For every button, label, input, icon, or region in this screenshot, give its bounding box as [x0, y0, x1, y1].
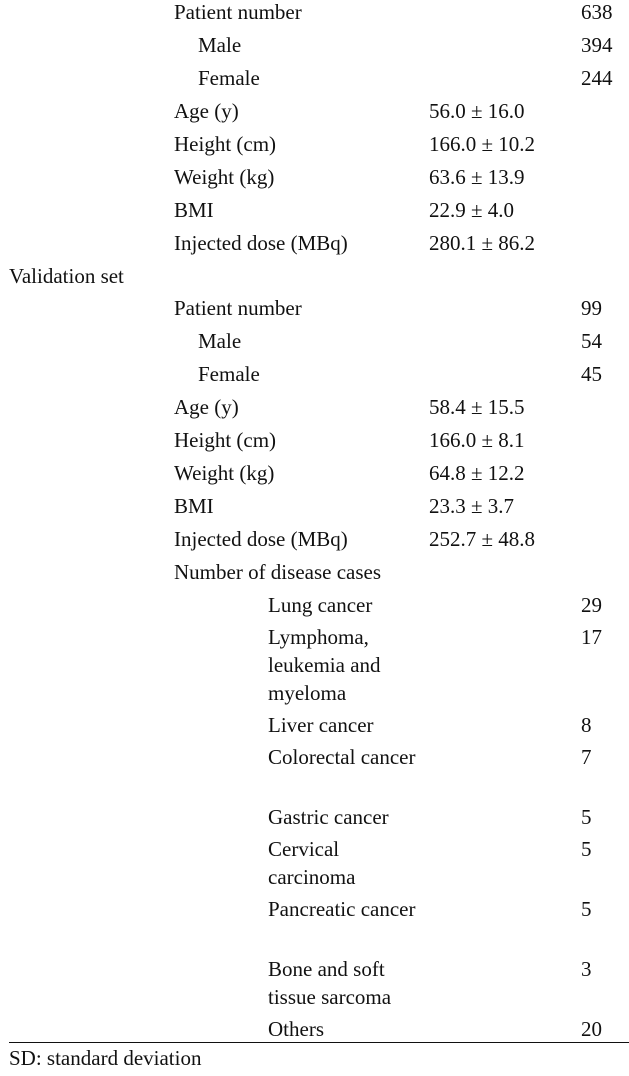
disease-section-title: Number of disease cases — [174, 560, 382, 584]
row-label: Weight (kg) — [174, 461, 275, 485]
table-bottom-rule — [9, 1042, 629, 1043]
row-label: Female — [198, 362, 260, 386]
row-label: Age (y) — [174, 99, 239, 123]
disease-count: 5 — [581, 805, 592, 829]
row-label: BMI — [174, 494, 214, 518]
disease-count: 17 — [581, 625, 602, 649]
disease-count: 3 — [581, 957, 592, 981]
mean-sd-value: 64.8 ± 12.2 — [429, 461, 525, 485]
mean-sd-value: 23.3 ± 3.7 — [429, 494, 515, 518]
count-value: 54 — [581, 329, 602, 353]
disease-count: 20 — [581, 1017, 602, 1041]
row-label: Height (cm) — [174, 428, 277, 452]
disease-name: Gastric cancer — [268, 805, 389, 829]
row-label: BMI — [174, 198, 214, 222]
row-label: Female — [198, 66, 260, 90]
mean-sd-value: 58.4 ± 15.5 — [429, 395, 525, 419]
row-label: Male — [198, 33, 242, 57]
disease-name: Lymphoma, leukemia and myeloma — [268, 625, 381, 705]
row-label: Height (cm) — [174, 132, 277, 156]
row-label: Patient number — [174, 0, 302, 24]
disease-name: Pancreatic cancer — [268, 897, 416, 921]
disease-name: Others — [268, 1017, 324, 1041]
disease-count: 5 — [581, 837, 592, 861]
disease-name: Liver cancer — [268, 713, 374, 737]
section-title: Validation set — [9, 264, 124, 288]
disease-name: Colorectal cancer — [268, 745, 416, 769]
disease-count: 29 — [581, 593, 602, 617]
mean-sd-value: 22.9 ± 4.0 — [429, 198, 515, 222]
count-value: 394 — [581, 33, 613, 57]
disease-count: 5 — [581, 897, 592, 921]
mean-sd-value: 280.1 ± 86.2 — [429, 231, 536, 255]
disease-name: Bone and soft tissue sarcoma — [268, 957, 392, 1009]
disease-count: 8 — [581, 713, 592, 737]
mean-sd-value: 56.0 ± 16.0 — [429, 99, 525, 123]
row-label: Injected dose (MBq) — [174, 231, 348, 255]
count-value: 244 — [581, 66, 613, 90]
row-label: Injected dose (MBq) — [174, 527, 348, 551]
row-label: Male — [198, 329, 242, 353]
row-label: Weight (kg) — [174, 165, 275, 189]
count-value: 99 — [581, 296, 602, 320]
disease-count: 7 — [581, 745, 592, 769]
mean-sd-value: 166.0 ± 10.2 — [429, 132, 536, 156]
table-footnote: SD: standard deviation — [9, 1046, 202, 1070]
count-value: 45 — [581, 362, 602, 386]
row-label: Age (y) — [174, 395, 239, 419]
mean-sd-value: 252.7 ± 48.8 — [429, 527, 536, 551]
count-value: 638 — [581, 0, 613, 24]
mean-sd-value: 63.6 ± 13.9 — [429, 165, 525, 189]
mean-sd-value: 166.0 ± 8.1 — [429, 428, 525, 452]
row-label: Patient number — [174, 296, 302, 320]
disease-name: Lung cancer — [268, 593, 373, 617]
disease-name: Cervical carcinoma — [268, 837, 356, 889]
